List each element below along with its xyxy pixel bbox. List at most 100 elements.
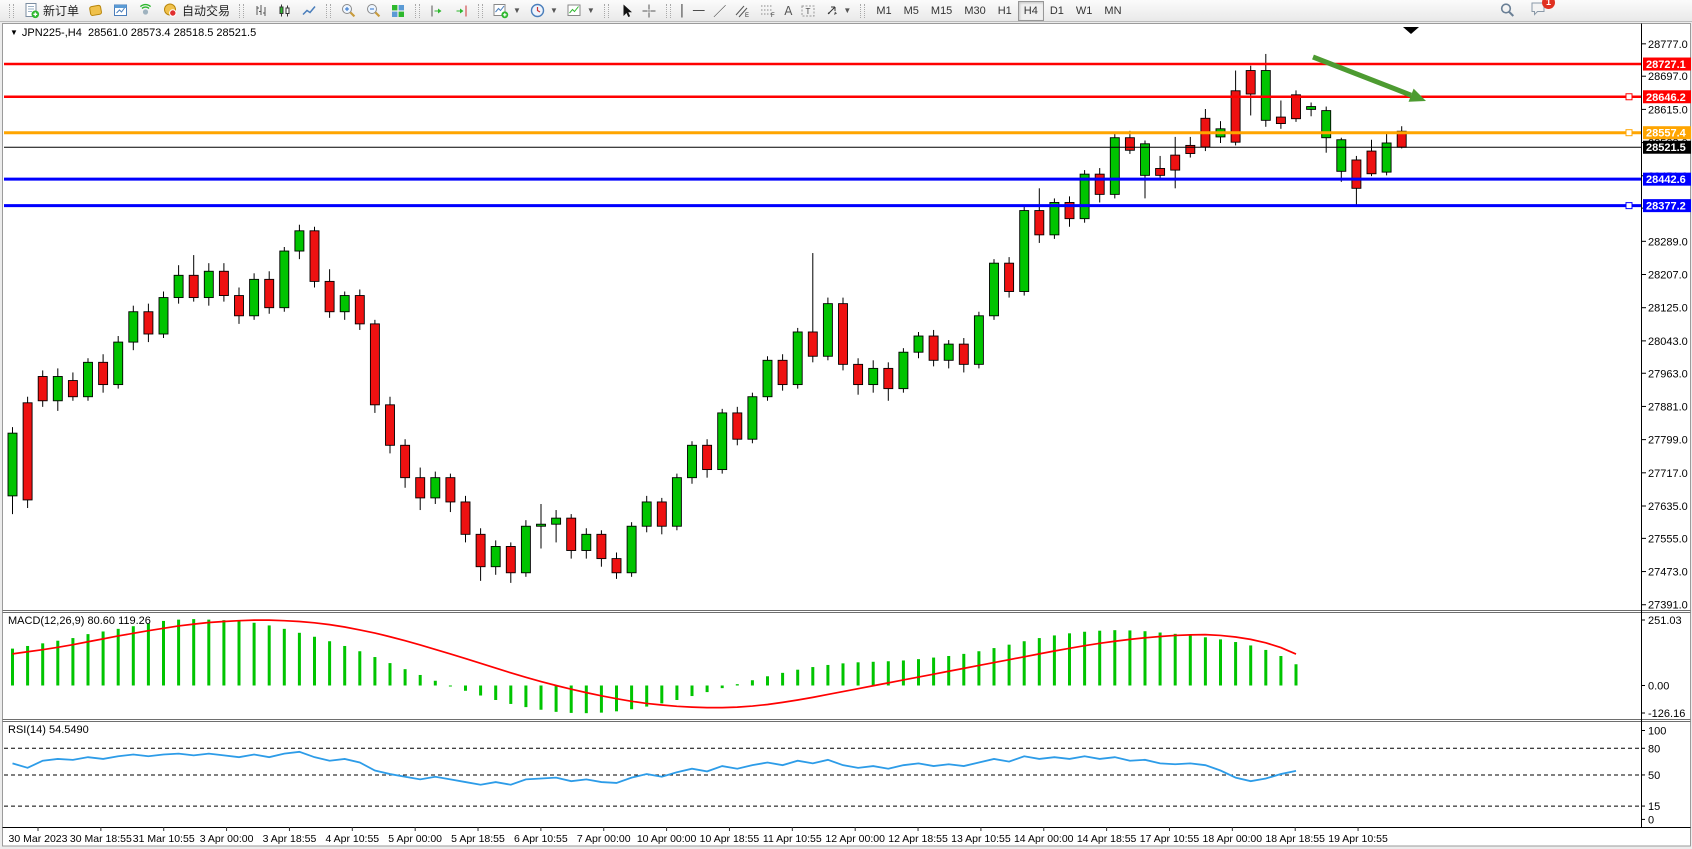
svg-text:6 Apr 10:55: 6 Apr 10:55 bbox=[514, 833, 568, 845]
timeframe-mn[interactable]: MN bbox=[1104, 4, 1122, 17]
equidistant-channel-button[interactable]: E bbox=[730, 1, 755, 21]
time-scale[interactable]: 30 Mar 2023 30 Mar 18:55 31 Mar 10:55 3 Apr… bbox=[9, 827, 1388, 845]
auto-scroll-button[interactable] bbox=[425, 1, 449, 21]
macd-signal-line bbox=[12, 619, 1297, 709]
search-icon bbox=[1499, 2, 1516, 19]
toolbar-grip bbox=[415, 3, 421, 18]
svg-text:28207.0: 28207.0 bbox=[1648, 270, 1688, 282]
svg-text:30 Mar 18:55: 30 Mar 18:55 bbox=[70, 833, 132, 845]
clock-icon bbox=[529, 2, 546, 19]
text-button[interactable]: A bbox=[780, 1, 796, 21]
crosshair-button[interactable] bbox=[637, 1, 661, 21]
svg-text:27963.0: 27963.0 bbox=[1648, 368, 1688, 380]
svg-text:3 Apr 00:00: 3 Apr 00:00 bbox=[200, 833, 254, 845]
chart-window-frame bbox=[2, 23, 1691, 847]
macd-values: 80.60 119.26 bbox=[87, 615, 151, 627]
timeframe-w1[interactable]: W1 bbox=[1075, 4, 1093, 17]
line-handle-28377.2[interactable] bbox=[1625, 202, 1633, 210]
chart-shift-marker[interactable] bbox=[1403, 27, 1419, 34]
svg-text:80: 80 bbox=[1648, 743, 1660, 755]
bar-chart-button[interactable] bbox=[249, 1, 273, 21]
market-watch-button[interactable] bbox=[83, 1, 108, 21]
svg-text:28727.1: 28727.1 bbox=[1646, 59, 1686, 71]
indicators-icon bbox=[492, 2, 509, 19]
price-box-28377.2 bbox=[1643, 199, 1691, 213]
tile-windows-button[interactable] bbox=[386, 1, 410, 21]
timeframe-m5[interactable]: M5 bbox=[903, 4, 919, 17]
macd-scale: 251.03 0.00 -126.16 bbox=[1641, 615, 1685, 720]
indicators-button[interactable]: ▼ bbox=[488, 1, 525, 21]
auto-scroll-icon bbox=[429, 3, 445, 19]
line-handle-28557.4[interactable] bbox=[1625, 129, 1633, 137]
toolbar-grip bbox=[9, 3, 14, 18]
cursor-button[interactable] bbox=[614, 1, 637, 21]
vertical-line-icon: | bbox=[679, 3, 685, 18]
macd-panel bbox=[11, 619, 1298, 714]
rsi-name: RSI(14) bbox=[8, 724, 46, 736]
navigator-button[interactable] bbox=[133, 1, 158, 21]
svg-text:31 Mar 10:55: 31 Mar 10:55 bbox=[133, 833, 195, 845]
price-box-28646.2 bbox=[1643, 90, 1691, 104]
line-handle-28646.2[interactable] bbox=[1625, 93, 1633, 101]
chart-title: ▼ JPN225-,H4 28561.0 28573.4 28518.5 2852… bbox=[10, 27, 256, 39]
text-label-icon: T bbox=[800, 3, 816, 19]
svg-text:0.00: 0.00 bbox=[1648, 681, 1669, 693]
price-box-28557.4 bbox=[1643, 126, 1691, 140]
zoom-in-icon bbox=[340, 2, 357, 19]
svg-text:27391.0: 27391.0 bbox=[1648, 600, 1688, 612]
price-scale[interactable]: 28777.028697.028615.028533.028451.028371… bbox=[1641, 39, 1691, 612]
candlestick-chart-button[interactable] bbox=[273, 1, 297, 21]
svg-text:28521.5: 28521.5 bbox=[1646, 142, 1686, 154]
templates-button[interactable]: ▼ bbox=[562, 1, 599, 21]
svg-text:18 Apr 00:00: 18 Apr 00:00 bbox=[1203, 833, 1263, 845]
svg-text:27635.0: 27635.0 bbox=[1648, 501, 1688, 513]
trendline-button[interactable]: ／ bbox=[709, 1, 730, 21]
chart-shift-button[interactable] bbox=[449, 1, 473, 21]
trendline-icon: ／ bbox=[713, 5, 727, 20]
search-button[interactable] bbox=[1495, 1, 1520, 21]
svg-text:14 Apr 00:00: 14 Apr 00:00 bbox=[1014, 833, 1074, 845]
svg-text:17 Apr 10:55: 17 Apr 10:55 bbox=[1140, 833, 1200, 845]
zoom-out-button[interactable] bbox=[361, 1, 386, 21]
timeframe-h4[interactable]: H4 bbox=[1017, 0, 1044, 21]
svg-text:3 Apr 18:55: 3 Apr 18:55 bbox=[263, 833, 317, 845]
auto-trading-icon bbox=[162, 2, 179, 19]
data-window-button[interactable] bbox=[108, 1, 133, 21]
svg-text:28557.4: 28557.4 bbox=[1646, 128, 1687, 140]
toolbar-grip bbox=[860, 3, 866, 18]
svg-text:18 Apr 18:55: 18 Apr 18:55 bbox=[1265, 833, 1325, 845]
horizontal-line-button[interactable]: — bbox=[688, 1, 709, 21]
candlestick-series bbox=[7, 53, 1407, 583]
crosshair-icon bbox=[641, 3, 657, 19]
line-chart-button[interactable] bbox=[297, 1, 321, 21]
trend-arrow[interactable] bbox=[1312, 54, 1412, 98]
text-label-button[interactable]: T bbox=[796, 1, 820, 21]
periods-button[interactable]: ▼ bbox=[525, 1, 562, 21]
chart-shift-icon bbox=[453, 3, 469, 19]
timeframe-m1[interactable]: M1 bbox=[876, 4, 892, 17]
new-order-button[interactable]: 新订单 bbox=[19, 1, 83, 21]
svg-text:28043.0: 28043.0 bbox=[1648, 336, 1688, 348]
svg-text:28377.2: 28377.2 bbox=[1646, 201, 1686, 213]
data-window-icon bbox=[112, 2, 129, 19]
timeframe-d1[interactable]: D1 bbox=[1049, 4, 1064, 17]
timeframe-m30[interactable]: M30 bbox=[964, 4, 986, 17]
chat-button[interactable]: 1 bbox=[1530, 0, 1555, 22]
svg-text:5 Apr 18:55: 5 Apr 18:55 bbox=[451, 833, 505, 845]
svg-text:28646.2: 28646.2 bbox=[1646, 92, 1686, 104]
fibonacci-button[interactable]: F bbox=[755, 1, 780, 21]
rsi-line bbox=[12, 750, 1297, 786]
timeframe-h1[interactable]: H1 bbox=[997, 4, 1012, 17]
arrows-button[interactable]: ▼ bbox=[820, 1, 855, 21]
zoom-in-button[interactable] bbox=[336, 1, 361, 21]
auto-trading-button[interactable]: 自动交易 bbox=[158, 1, 234, 21]
svg-text:27555.0: 27555.0 bbox=[1648, 533, 1688, 545]
fibonacci-icon: F bbox=[759, 3, 776, 19]
svg-text:10 Apr 18:55: 10 Apr 18:55 bbox=[700, 833, 760, 845]
svg-text:15: 15 bbox=[1648, 801, 1660, 813]
vertical-line-button[interactable]: | bbox=[676, 1, 688, 21]
chevron-down-icon: ▼ bbox=[549, 6, 558, 15]
chart-menu-triangle[interactable]: ▼ bbox=[10, 28, 18, 37]
timeframe-m15[interactable]: M15 bbox=[930, 4, 953, 17]
